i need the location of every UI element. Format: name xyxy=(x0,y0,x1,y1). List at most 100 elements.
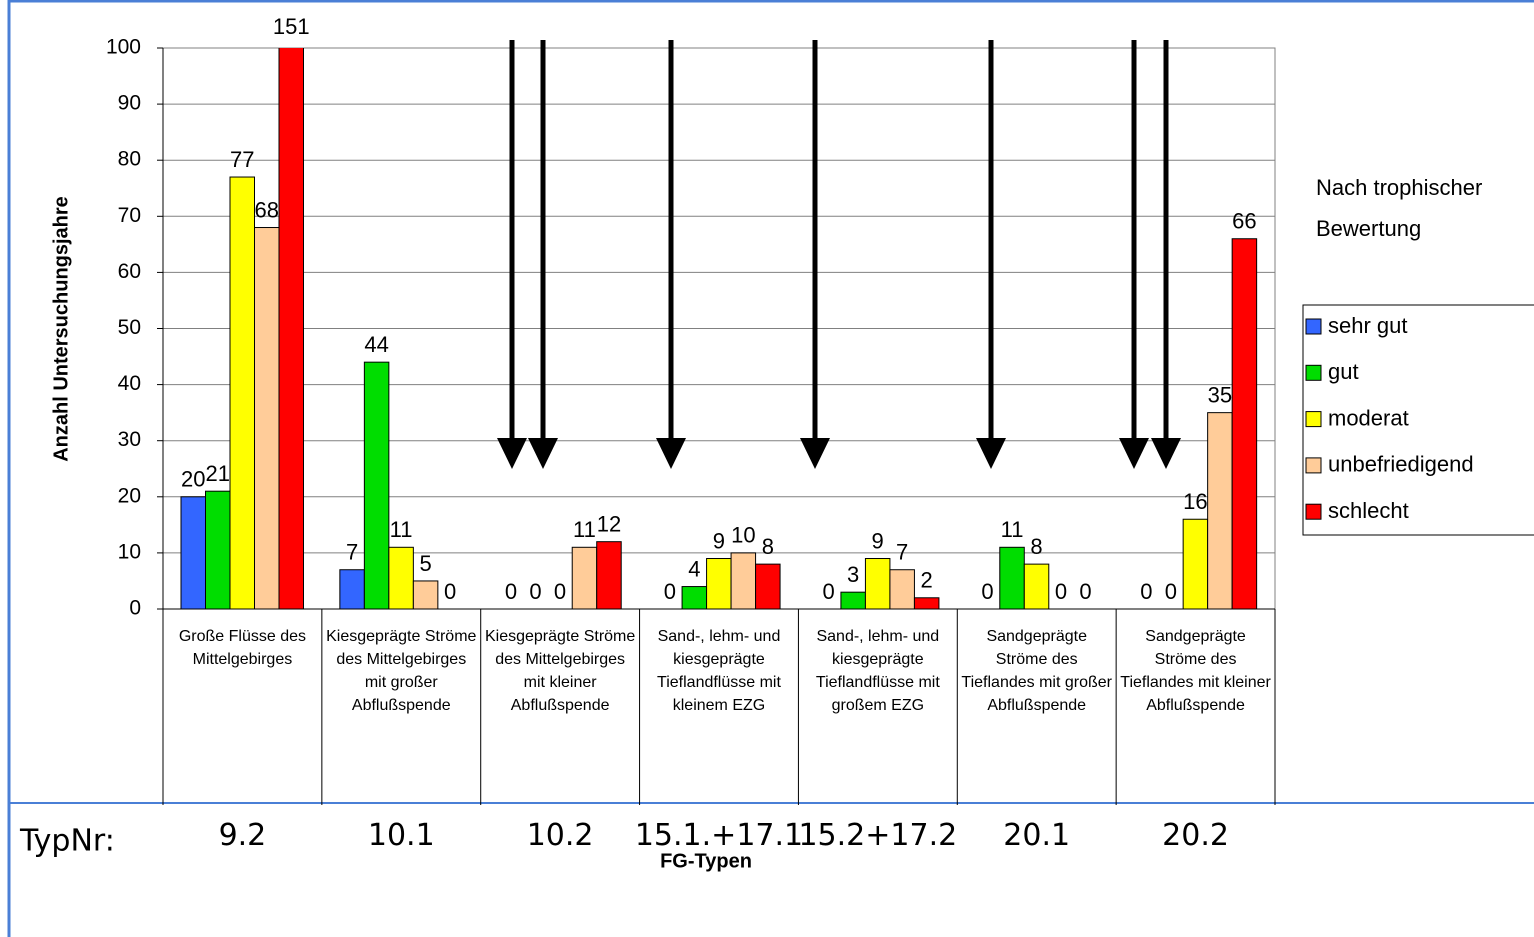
value-label: 0 xyxy=(529,579,541,604)
value-label: 151 xyxy=(273,14,310,39)
bar xyxy=(363,361,390,610)
bar xyxy=(339,569,365,610)
legend-label: sehr gut xyxy=(1328,313,1408,338)
value-label: 5 xyxy=(419,551,431,576)
value-label: 7 xyxy=(896,540,908,565)
bar xyxy=(913,597,940,610)
legend-label: moderat xyxy=(1328,405,1409,430)
value-label: 0 xyxy=(823,579,835,604)
value-label: 8 xyxy=(1030,534,1042,559)
value-label: 16 xyxy=(1183,489,1207,514)
bar xyxy=(180,496,206,610)
type-number: 9.2 xyxy=(218,818,267,853)
value-label: 8 xyxy=(762,534,774,559)
bar xyxy=(840,591,866,610)
bar xyxy=(706,558,732,610)
legend-label: gut xyxy=(1328,359,1359,384)
bar xyxy=(864,558,891,610)
value-label: 3 xyxy=(847,562,859,587)
value-label: 9 xyxy=(872,528,884,553)
bar xyxy=(999,546,1025,610)
x-tick-label: Kiesgeprägte Ströme des Mittelgebirges m… xyxy=(484,628,636,714)
y-tick-label: 70 xyxy=(118,204,141,227)
value-label: 0 xyxy=(1165,579,1177,604)
legend-box xyxy=(1302,304,1534,536)
arrow-head xyxy=(1151,438,1181,469)
arrow-head xyxy=(497,438,527,469)
bar xyxy=(889,569,915,610)
legend-swatch xyxy=(1305,503,1322,520)
arrow-head xyxy=(800,438,830,469)
legend-swatch xyxy=(1305,457,1322,474)
bar xyxy=(1023,563,1050,610)
value-label: 11 xyxy=(573,517,596,542)
value-label: 44 xyxy=(364,332,388,357)
value-label: 66 xyxy=(1232,209,1256,234)
value-label: 77 xyxy=(230,147,254,172)
legend-label: schlecht xyxy=(1328,498,1409,523)
value-label: 4 xyxy=(688,556,700,581)
y-tick-label: 40 xyxy=(118,372,141,395)
y-tick-label: 10 xyxy=(118,540,141,563)
x-tick-label: Sandgeprägte Ströme des Tieflandes mit g… xyxy=(961,628,1112,714)
arrow-head xyxy=(528,438,558,469)
y-tick-label: 100 xyxy=(106,36,141,59)
x-axis-label: FG-Typen xyxy=(660,850,752,872)
value-label: 0 xyxy=(1079,579,1091,604)
x-tick-label: Sand-, lehm- und kiesgeprägte Tieflandfl… xyxy=(815,628,940,714)
y-tick-label: 0 xyxy=(129,597,141,620)
value-label: 0 xyxy=(444,579,456,604)
legend-swatch xyxy=(1305,411,1322,428)
y-tick-label: 60 xyxy=(118,260,141,283)
value-label: 0 xyxy=(981,579,993,604)
type-number: 10.1 xyxy=(367,818,435,853)
y-axis-label: Anzahl Untersuchungsjahre xyxy=(50,196,72,462)
bar xyxy=(571,546,598,610)
bar xyxy=(412,580,439,610)
legend-swatch xyxy=(1305,364,1322,381)
bar xyxy=(596,541,622,610)
bar xyxy=(205,490,231,610)
y-tick-label: 90 xyxy=(118,92,141,115)
x-tick-label: Große Flüsse des Mittelgebirges xyxy=(178,628,306,668)
value-label: 0 xyxy=(1055,579,1067,604)
type-number: 15.1.+17.1 xyxy=(634,818,804,853)
legend-title: Nach trophischer Bewertung xyxy=(1316,175,1482,241)
value-label: 12 xyxy=(597,511,621,536)
value-label: 21 xyxy=(206,461,230,486)
bar xyxy=(229,176,255,610)
bars xyxy=(180,48,1258,610)
bar xyxy=(1231,238,1258,610)
value-label: 0 xyxy=(505,579,517,604)
arrow-head xyxy=(1119,438,1149,469)
value-label: 68 xyxy=(255,197,279,222)
bar xyxy=(254,227,280,610)
y-tick-label: 50 xyxy=(118,316,141,339)
y-tick-label: 30 xyxy=(118,428,141,451)
type-number: 10.2 xyxy=(526,818,594,853)
y-tick-label: 20 xyxy=(118,484,141,507)
type-number: 15.2+17.2 xyxy=(798,818,958,853)
arrows xyxy=(497,40,1181,469)
legend-label: unbefriedigend xyxy=(1328,452,1474,477)
bar xyxy=(681,586,708,610)
value-label: 10 xyxy=(731,523,755,548)
value-label: 0 xyxy=(554,579,566,604)
arrow-head xyxy=(976,438,1006,469)
value-label: 9 xyxy=(713,528,725,553)
bar xyxy=(1207,412,1233,610)
bar xyxy=(388,546,414,610)
type-number: 20.2 xyxy=(1162,818,1229,853)
value-label: 0 xyxy=(664,579,676,604)
type-number-label: TypNr: xyxy=(19,824,115,859)
bar xyxy=(278,48,304,610)
type-number: 20.1 xyxy=(1003,818,1071,853)
value-label: 0 xyxy=(1140,579,1152,604)
value-label: 35 xyxy=(1208,382,1232,407)
value-label: 2 xyxy=(921,568,933,593)
bar xyxy=(730,552,757,610)
value-label: 11 xyxy=(1001,517,1024,542)
value-label: 7 xyxy=(346,540,358,565)
